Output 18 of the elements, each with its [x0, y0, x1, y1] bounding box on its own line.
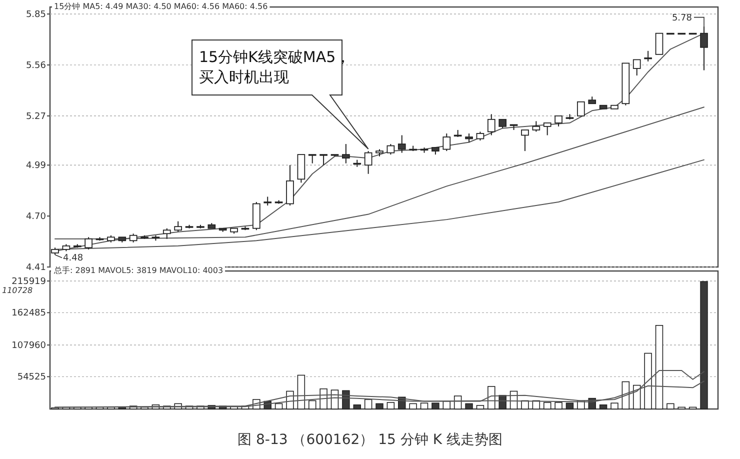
y-tick-label: 54525 [17, 372, 46, 383]
y-tick-label: 4.99 [26, 161, 46, 172]
y-tick-label: 5.85 [26, 10, 46, 20]
y-tick-label: 162485 [12, 308, 46, 319]
y-tick-label: 4.41 [26, 263, 46, 273]
annotation: 15分钟K线突破MA5，买入时机出现 [199, 48, 351, 86]
y-tick-label: 4.70 [26, 212, 46, 222]
annotation: 4.48 [63, 254, 84, 264]
callout: 15分钟K线突破MA5，买入时机出现 [192, 40, 369, 150]
y-tick-label: 215919 [12, 277, 46, 287]
caption: 图 8-13 （600162） 15 分钟 K 线走势图 [238, 432, 502, 448]
annotation: 总手: 2891 MAVOL5: 3819 MAVOL10: 4003 [53, 266, 224, 275]
text: 15分钟 MA5: 4.49 MA30: 4.50 MA60: 4.56 MA60: 4.56 [54, 2, 268, 11]
y-tick-label: 5.56 [26, 60, 46, 71]
y-tick-label: 107960 [12, 341, 46, 351]
annotation: 5.78 [672, 13, 692, 24]
text: 110728 [2, 286, 33, 295]
y-tick-label: 5.27 [26, 112, 46, 122]
